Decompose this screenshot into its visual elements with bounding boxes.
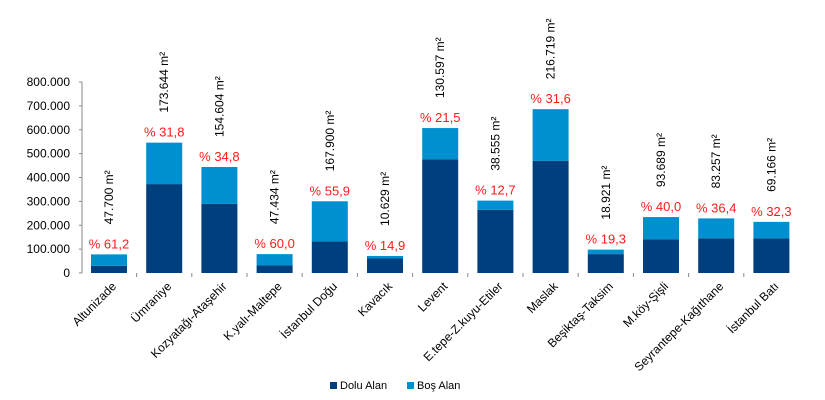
bar-dolu [367,258,403,273]
y-tick-label: 700.000 [27,99,71,113]
category-label: İstanbul Doğu [278,279,340,341]
bar-bos [422,128,459,160]
category-label: M.köy-Şişli [620,279,671,330]
percent-label: % 31,6 [530,91,570,106]
value-label: 47.700 m² [102,170,116,224]
bar-bos [201,166,238,204]
value-label: 173.644 m² [157,52,171,113]
category-label: Levent [415,279,451,315]
bar-bos [643,217,679,240]
value-label: 216.719 m² [544,18,558,79]
legend-label-dolu: Dolu Alan [340,380,387,392]
percent-label: % 21,5 [420,110,460,125]
percent-label: % 12,7 [475,183,515,198]
bar-dolu [91,265,127,273]
value-label: 69.166 m² [764,138,778,192]
bar-bos [753,221,790,239]
category-label: İstanbul Batı [724,279,781,336]
y-tick-label: 0 [63,266,70,280]
value-label: 38.555 m² [488,117,502,171]
legend-label-bos: Boş Alan [417,380,460,392]
bar-dolu [698,238,735,273]
bar-bos [477,200,514,210]
bar-bos [587,249,624,255]
y-tick-label: 800.000 [27,75,71,89]
category-label: Ümraniye [128,279,174,325]
percent-label: % 60,0 [254,236,294,251]
percent-label: % 32,3 [751,204,791,219]
bar-bos [367,255,403,259]
category-label: Maslak [524,279,561,316]
bar-dolu [311,241,348,273]
bar-dolu [422,159,459,273]
y-tick-label: 200.000 [27,218,71,232]
value-label: 167.900 m² [323,111,337,172]
bar-dolu [146,184,183,273]
percent-label: % 61,2 [89,236,129,251]
bar-dolu [256,265,293,273]
bar-dolu [753,238,790,273]
legend-swatch-dolu [330,382,337,389]
bar-bos [532,109,569,161]
bar-bos [256,254,293,266]
category-label: K.yalı-Maltepe [221,279,285,343]
percent-label: % 36,4 [696,200,736,215]
bar-bos [91,254,127,266]
value-label: 93.689 m² [654,133,668,187]
value-label: 83.257 m² [709,134,723,188]
y-tick-label: 100.000 [27,242,71,256]
bar-dolu [201,203,238,273]
y-tick-label: 600.000 [27,123,71,137]
value-label: 154.604 m² [212,76,226,137]
value-label: 18.921 m² [599,166,613,220]
category-label: Kavacık [355,279,396,320]
percent-label: % 34,8 [199,149,239,164]
bar-bos [698,218,735,239]
legend: Dolu Alan Boş Alan [330,380,460,392]
percent-label: % 19,3 [586,232,626,247]
bar-dolu [477,209,514,273]
y-tick-label: 500.000 [27,147,71,161]
bar-dolu [643,239,679,273]
legend-swatch-bos [407,382,414,389]
y-tick-label: 300.000 [27,194,71,208]
y-tick-label: 400.000 [27,171,71,185]
bar-dolu [532,160,569,273]
category-label: Altunizade [70,279,120,329]
percent-label: % 55,9 [310,183,350,198]
bar-bos [311,201,348,242]
value-label: 10.629 m² [378,172,392,226]
category-label: Seyrantepe-Kağıthane [632,279,727,374]
bar-dolu [587,254,624,273]
value-label: 47.434 m² [268,170,282,224]
percent-label: % 40,0 [641,199,681,214]
bar-bos [146,142,183,185]
percent-label: % 14,9 [365,238,405,253]
percent-label: % 31,8 [144,125,184,140]
value-label: 130.597 m² [433,37,447,98]
